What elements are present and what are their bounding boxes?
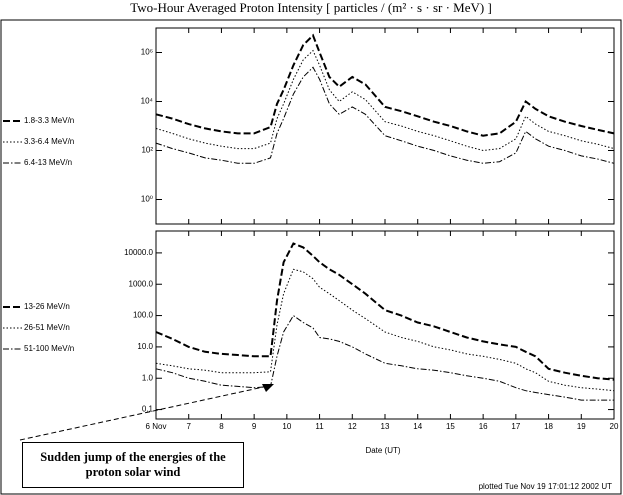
x-tick-label: 18 [544, 422, 553, 431]
legend-label: 26-51 MeV/n [24, 323, 70, 332]
x-tick-label: 10 [282, 422, 291, 431]
y-tick-label: 0.1 [142, 405, 154, 414]
frame [0, 19, 622, 495]
x-tick-label: 12 [348, 422, 357, 431]
series-line [155, 314, 614, 401]
x-tick-label: 19 [577, 422, 586, 431]
x-tick-label: 17 [511, 422, 520, 431]
legend-label: 1.8-3.3 MeV/n [24, 116, 74, 125]
x-axis-label: Date (UT) [365, 446, 400, 455]
plot-area [155, 230, 615, 420]
x-tick-label: 11 [315, 422, 324, 431]
series-line [155, 33, 615, 137]
footer: plotted Tue Nov 19 17:01:12 2002 UT [479, 482, 613, 491]
x-tick-label: 14 [413, 422, 422, 431]
plot-area [155, 27, 615, 225]
annotation-arrow [19, 385, 269, 441]
x-tick-label: 8 [219, 422, 224, 431]
series-line [155, 268, 615, 392]
y-tick-label: 1.0 [142, 373, 154, 382]
x-tick-label: 13 [381, 422, 390, 431]
x-tick-label: 15 [446, 422, 455, 431]
y-tick-label: 10000.0 [124, 248, 153, 257]
x-tick-label: 7 [186, 422, 191, 431]
chart-title: Two-Hour Averaged Proton Intensity [ par… [130, 0, 492, 15]
legend-label: 51-100 MeV/n [24, 344, 74, 353]
series-line [155, 66, 615, 164]
x-tick-label: 16 [479, 422, 488, 431]
series-line [155, 49, 615, 152]
y-tick-label: 10.0 [137, 342, 153, 351]
arrow-head [262, 384, 274, 392]
y-tick-label: 10⁰ [141, 195, 153, 204]
legend-label: 13-26 MeV/n [24, 302, 70, 311]
y-tick-label: 10² [141, 146, 153, 155]
legend-label: 3.3-6.4 MeV/n [24, 137, 74, 146]
x-tick-label: 20 [610, 422, 619, 431]
annotation: Sudden jump of the energies of the proto… [22, 442, 244, 488]
legend-label: 6.4-13 MeV/n [24, 158, 72, 167]
y-tick-label: 1000.0 [129, 279, 154, 288]
y-tick-label: 100.0 [133, 311, 154, 320]
y-tick-label: 10⁶ [141, 48, 153, 57]
series-line [155, 242, 615, 381]
y-tick-label: 10⁴ [141, 97, 154, 106]
x-tick-label: 6 Nov [146, 422, 167, 431]
x-tick-label: 9 [252, 422, 257, 431]
